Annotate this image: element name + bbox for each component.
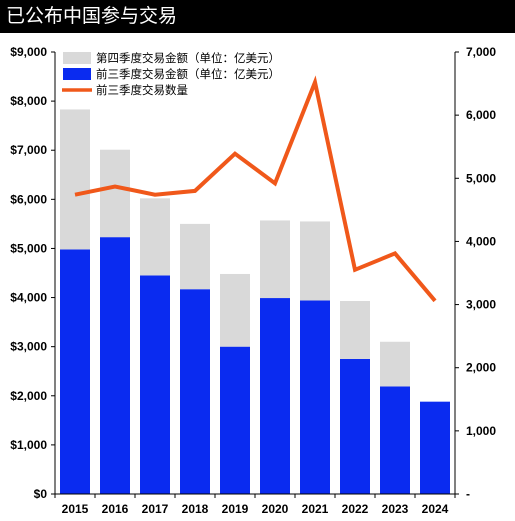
right-tick-label: 5,000	[466, 171, 496, 185]
legend-label-0: 第四季度交易金额（单位：亿美元）	[96, 51, 280, 65]
left-tick-label: $8,000	[10, 94, 47, 108]
right-tick-label: 2,000	[466, 361, 496, 375]
legend-label-1: 前三季度交易金额（单位：亿美元）	[96, 67, 280, 81]
bar-q1q3-2017	[140, 275, 170, 494]
left-tick-label: $0	[34, 487, 48, 501]
left-tick-label: $7,000	[10, 143, 47, 157]
left-tick-label: $2,000	[10, 389, 47, 403]
right-tick-label: 3,000	[466, 298, 496, 312]
bar-q4-2018	[180, 223, 210, 290]
bar-q4-2020	[260, 220, 290, 299]
x-tick-label: 2021	[302, 502, 329, 516]
left-tick-label: $1,000	[10, 438, 47, 452]
x-tick-label: 2023	[382, 502, 409, 516]
left-tick-label: $4,000	[10, 291, 47, 305]
x-tick-label: 2018	[182, 502, 209, 516]
x-tick-label: 2015	[62, 502, 89, 516]
bar-q4-2019	[220, 273, 250, 347]
x-tick-label: 2017	[142, 502, 169, 516]
bar-q4-2023	[380, 341, 410, 387]
left-tick-label: $9,000	[10, 45, 47, 59]
x-tick-label: 2024	[422, 502, 449, 516]
bar-q1q3-2015	[60, 249, 90, 494]
left-tick-label: $6,000	[10, 192, 47, 206]
bar-q4-2016	[100, 149, 130, 238]
bar-q1q3-2016	[100, 237, 130, 494]
bar-q4-2015	[60, 109, 90, 250]
right-tick-label: 7,000	[466, 45, 496, 59]
bar-q1q3-2023	[380, 386, 410, 494]
x-tick-label: 2022	[342, 502, 369, 516]
line-deal-count	[74, 75, 437, 303]
legend-label-2: 前三季度交易数量	[96, 83, 188, 97]
page-title: 已公布中国参与交易	[6, 5, 178, 27]
title-bar: 已公布中国参与交易	[0, 0, 515, 33]
legend-swatch-0	[63, 52, 91, 64]
bar-q1q3-2021	[300, 300, 330, 494]
bar-q1q3-2018	[180, 289, 210, 494]
legend-swatch-1	[63, 68, 91, 80]
x-tick-label: 2016	[102, 502, 129, 516]
x-tick-label: 2019	[222, 502, 249, 516]
line-layer	[74, 75, 437, 303]
bar-q4-2022	[340, 300, 370, 359]
right-tick-label: 4,000	[466, 234, 496, 248]
bar-q1q3-2020	[260, 298, 290, 494]
right-tick-label: -	[466, 487, 470, 501]
left-tick-label: $3,000	[10, 340, 47, 354]
right-tick-label: 1,000	[466, 424, 496, 438]
bar-q4-2017	[140, 198, 170, 276]
bar-q1q3-2024	[420, 401, 450, 494]
right-tick-label: 6,000	[466, 108, 496, 122]
bar-q1q3-2019	[220, 346, 250, 494]
left-tick-label: $5,000	[10, 241, 47, 255]
legend: 第四季度交易金额（单位：亿美元） 前三季度交易金额（单位：亿美元） 前三季度交易数量	[62, 51, 280, 97]
axes-layer: $0 $1,000 $2,000 $3,000 $4,000 $5,000 $6,000 $7…	[10, 45, 496, 516]
bar-q1q3-2022	[340, 358, 370, 494]
bar-layer	[60, 109, 450, 494]
bar-q4-2021	[300, 221, 330, 301]
x-tick-label: 2020	[262, 502, 289, 516]
